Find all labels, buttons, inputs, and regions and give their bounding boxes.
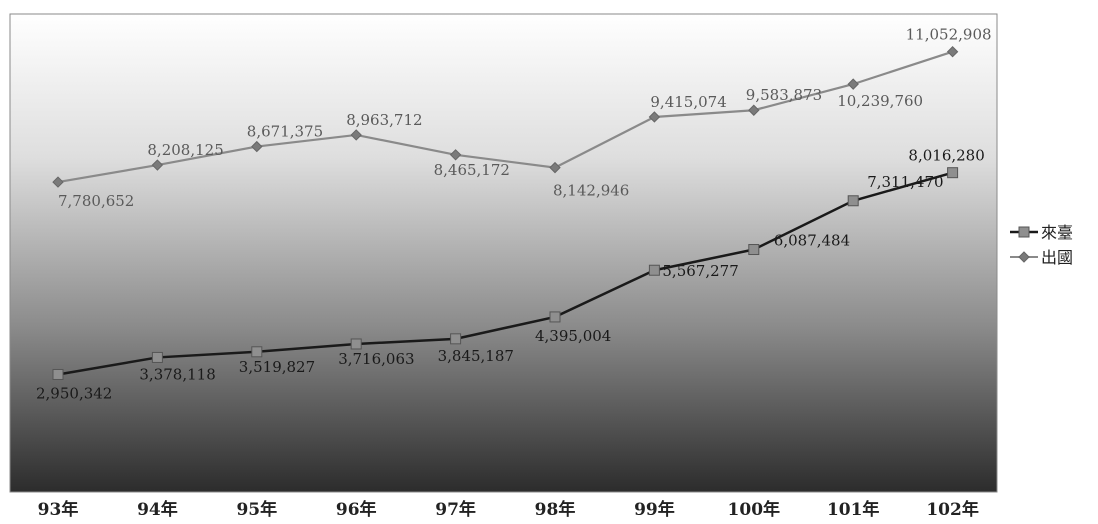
series-departures-data-label: 7,780,652 <box>58 192 134 210</box>
series-arrivals-data-label: 5,567,277 <box>662 262 738 280</box>
series-arrivals-point <box>350 338 362 350</box>
series-departures-point <box>449 149 462 161</box>
series-departures-point <box>748 104 760 116</box>
series-departures-data-label: 8,671,375 <box>247 123 323 141</box>
series-departures-point <box>946 46 959 58</box>
series-arrivals-data-label: 7,311,470 <box>867 173 943 191</box>
legend-departures-label: 出國 <box>1041 248 1073 267</box>
series-arrivals-data-label: 8,016,280 <box>908 147 984 165</box>
series-departures-data-label: 8,142,946 <box>553 182 629 200</box>
series-arrivals-data-label: 3,378,118 <box>139 365 215 383</box>
x-tick-label: 102年 <box>926 499 979 520</box>
legend-departures-marker <box>1018 251 1030 263</box>
series-arrivals-point <box>847 195 859 207</box>
series-arrivals-point <box>151 351 163 363</box>
x-tick-label: 100年 <box>728 499 781 520</box>
series-arrivals-line <box>57 171 953 376</box>
legend-arrivals-marker <box>1018 226 1030 238</box>
series-arrivals-data-label: 3,519,827 <box>239 358 315 376</box>
series-arrivals-point <box>748 244 760 256</box>
x-tick-label: 96年 <box>336 499 377 520</box>
series-arrivals-point <box>947 167 959 179</box>
x-tick-label: 98年 <box>535 499 576 520</box>
series-arrivals-point <box>251 346 263 358</box>
series-departures-data-label: 8,963,712 <box>346 111 422 129</box>
series-departures-point <box>549 161 561 174</box>
plot-area <box>9 13 998 493</box>
series-departures-data-label: 9,583,873 <box>746 86 822 104</box>
series-departures-point <box>648 111 661 123</box>
series-arrivals-point <box>648 264 660 276</box>
legend-arrivals-label: 來臺 <box>1041 223 1073 242</box>
series-arrivals-data-label: 4,395,004 <box>535 327 611 345</box>
series-arrivals-point <box>450 333 462 345</box>
series-arrivals-point <box>52 368 64 380</box>
series-departures-data-label: 8,208,125 <box>147 141 223 159</box>
series-departures-point <box>151 159 164 171</box>
x-tick-label: 99年 <box>634 499 675 520</box>
x-axis-ticks: 93年 94年 95年 96年 97年 98年 99年 100年 101年 102年 <box>38 499 979 520</box>
series-arrivals-data-label: 3,716,063 <box>338 350 414 368</box>
x-tick-label: 95年 <box>236 499 277 520</box>
series-arrivals-point <box>549 311 561 323</box>
series-departures-point <box>350 129 362 141</box>
x-tick-label: 93年 <box>38 499 79 520</box>
x-tick-label: 97年 <box>435 499 476 520</box>
x-tick-label: 101年 <box>827 499 880 520</box>
data-label-layer: 2,950,342 3,378,118 3,519,827 3,716,063 3,84… <box>36 26 992 403</box>
series-departures-data-label: 8,465,172 <box>434 161 510 179</box>
series-arrivals-data-label: 2,950,342 <box>36 384 112 402</box>
series-departures-point <box>847 78 859 90</box>
x-tick-label: 94年 <box>137 499 178 520</box>
series-departures-data-label: 11,052,908 <box>906 26 992 44</box>
series-arrivals-data-label: 6,087,484 <box>774 232 850 250</box>
series-departures-data-label: 9,415,074 <box>650 93 726 111</box>
series-arrivals-data-label: 3,845,187 <box>438 347 514 365</box>
series-layer <box>52 46 959 380</box>
series-departures-line <box>57 50 953 184</box>
series-departures-point <box>52 176 64 188</box>
series-departures-data-label: 10,239,760 <box>837 92 923 110</box>
series-departures-point <box>251 140 263 153</box>
